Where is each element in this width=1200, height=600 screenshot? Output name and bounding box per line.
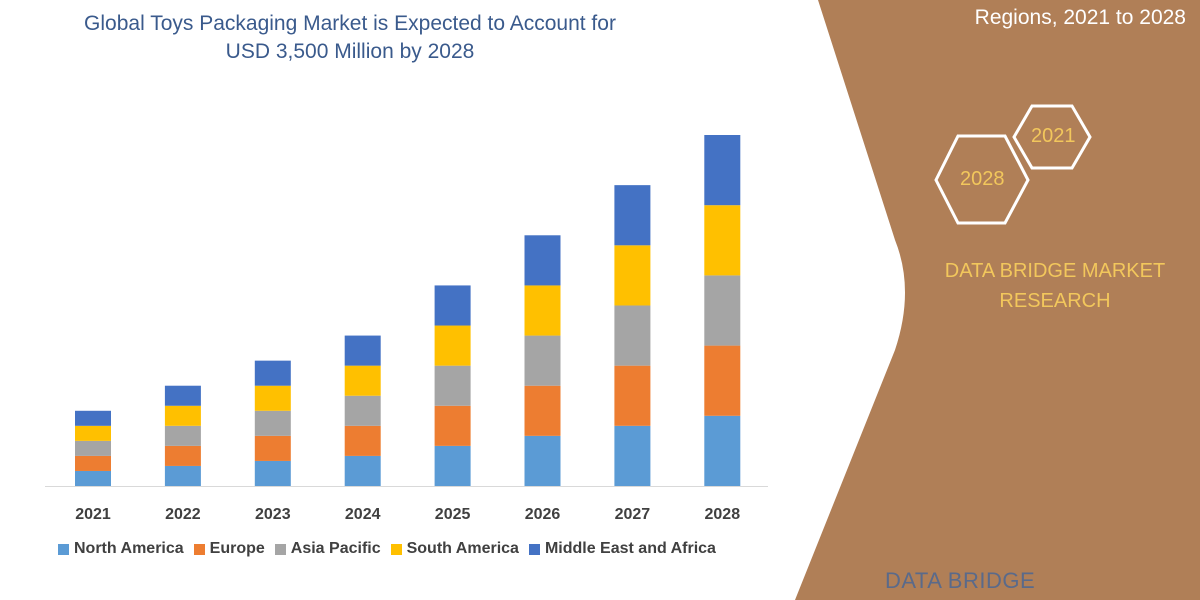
- logo-text: DATA BRIDGE: [885, 568, 1036, 593]
- bar-segment-2025-2: [434, 365, 471, 406]
- bar-segment-2022-1: [164, 445, 201, 466]
- hexagon-2021: [1012, 104, 1092, 170]
- bar-segment-2026-3: [524, 285, 561, 336]
- bar-segment-2022-2: [164, 425, 201, 446]
- x-tick-label: 2025: [435, 506, 471, 523]
- legend-item: South America: [390, 540, 519, 558]
- brown-side-panel: [795, 0, 1200, 600]
- bar-segment-2027-1: [614, 365, 651, 426]
- chart-title: Global Toys Packaging Market is Expected…: [40, 10, 660, 66]
- hex-label-2021: 2021: [1031, 125, 1076, 147]
- bar-segment-2021-1: [75, 455, 111, 471]
- bar-segment-2027-3: [614, 245, 651, 306]
- title-line-2: USD 3,500 Million by 2028: [225, 40, 475, 63]
- bar-segment-2028-4: [704, 135, 741, 206]
- legend-item: Europe: [193, 540, 265, 558]
- bar-segment-2028-3: [704, 205, 741, 276]
- bar-segment-2026-1: [524, 385, 561, 436]
- legend-label: North America: [74, 540, 184, 557]
- hexagon-2028: [934, 134, 1030, 225]
- legend-label: Middle East and Africa: [544, 540, 716, 557]
- bar-segment-2023-1: [254, 435, 291, 461]
- bar-segment-2023-0: [254, 460, 291, 486]
- legend-swatch: [274, 543, 286, 555]
- legend-item: Asia Pacific: [274, 540, 381, 558]
- legend: North America Europe Asia Pacific South Ame…: [58, 540, 716, 558]
- bar-segment-2024-4: [344, 335, 381, 366]
- legend-swatch: [193, 543, 205, 555]
- bar-segment-2028-2: [704, 275, 741, 346]
- bar-segment-2026-0: [524, 435, 561, 486]
- bar-segment-2026-4: [524, 235, 561, 286]
- bar-segment-2026-2: [524, 335, 561, 386]
- brand-line-1: DATA BRIDGE MARKET: [944, 260, 1166, 282]
- x-tick-label: 2023: [255, 506, 291, 523]
- legend-label: South America: [406, 540, 519, 557]
- bar-segment-2025-4: [434, 285, 471, 326]
- bar-segment-2023-2: [254, 410, 291, 436]
- bar-segment-2022-0: [164, 465, 201, 486]
- bar-segment-2028-1: [704, 345, 741, 416]
- legend-item: North America: [58, 540, 184, 558]
- bar-segment-2024-2: [344, 395, 381, 426]
- bar-segment-2028-0: [704, 415, 741, 486]
- bar-segment-2024-0: [344, 455, 381, 486]
- bar-segment-2023-4: [254, 360, 291, 386]
- legend-label: Asia Pacific: [290, 540, 381, 557]
- bar-segment-2027-4: [614, 185, 651, 246]
- bar-segment-2025-3: [434, 325, 471, 366]
- title-line-1: Global Toys Packaging Market is Expected…: [84, 12, 616, 35]
- x-tick-label: 2027: [615, 506, 651, 523]
- x-tick-label: 2022: [165, 506, 201, 523]
- bar-segment-2027-2: [614, 305, 651, 366]
- legend-label: Europe: [209, 540, 265, 557]
- bar-segment-2021-3: [75, 425, 111, 441]
- x-tick-label: 2026: [525, 506, 561, 523]
- bar-segment-2025-0: [434, 445, 471, 486]
- legend-swatch: [528, 543, 540, 555]
- legend-swatch: [390, 543, 402, 555]
- bar-segment-2024-3: [344, 365, 381, 396]
- brand-text: DATA BRIDGE MARKET RESEARCH: [920, 256, 1190, 316]
- legend-item: Middle East and Africa: [528, 540, 716, 558]
- hex-label-2028: 2028: [960, 168, 1005, 190]
- x-tick-label: 2028: [705, 506, 741, 523]
- x-tick-label: 2021: [75, 506, 111, 523]
- bar-segment-2021-2: [75, 440, 111, 456]
- bar-segment-2021-4: [75, 410, 111, 426]
- brand-line-2: RESEARCH: [999, 290, 1111, 312]
- bar-segment-2022-3: [164, 405, 201, 426]
- bar-segment-2021-0: [75, 470, 111, 486]
- bar-segment-2027-0: [614, 425, 651, 486]
- bar-segment-2024-1: [344, 425, 381, 456]
- bar-segment-2025-1: [434, 405, 471, 446]
- x-tick-label: 2024: [345, 506, 381, 523]
- bar-segment-2022-4: [164, 385, 201, 406]
- legend-swatch: [58, 543, 69, 555]
- bar-segment-2023-3: [254, 385, 291, 411]
- right-title: Regions, 2021 to 2028: [974, 6, 1186, 29]
- stacked-bar-chart: 2021 2022 2023 2024 2025 2026 2027 2028: [45, 135, 768, 523]
